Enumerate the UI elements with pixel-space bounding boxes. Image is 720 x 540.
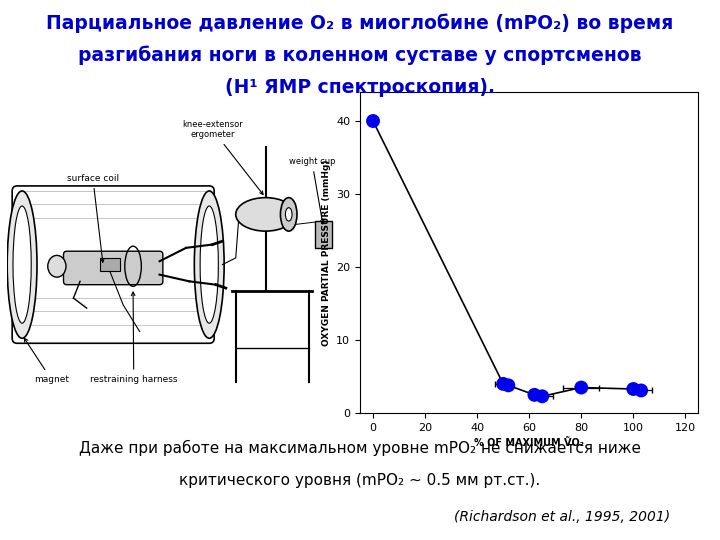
Text: (H¹ ЯМР спектроскопия).: (H¹ ЯМР спектроскопия). [225, 78, 495, 97]
Text: критического уровня (mPO₂ ~ 0.5 мм рт.ст.).: критического уровня (mPO₂ ~ 0.5 мм рт.ст… [179, 472, 541, 488]
Text: (Richardson et al., 1995, 2001): (Richardson et al., 1995, 2001) [454, 510, 670, 524]
FancyBboxPatch shape [12, 186, 215, 343]
Ellipse shape [235, 198, 295, 231]
Text: surface coil: surface coil [67, 174, 119, 262]
Point [635, 386, 647, 395]
Text: Парциальное давление O₂ в миоглобине (mPO₂) во время: Парциальное давление O₂ в миоглобине (mP… [46, 14, 674, 33]
Ellipse shape [200, 206, 218, 323]
Ellipse shape [48, 255, 66, 277]
Point [628, 384, 639, 393]
Text: magnet: magnet [24, 338, 68, 384]
Bar [315, 221, 332, 248]
Bar [100, 258, 120, 271]
Ellipse shape [194, 191, 224, 338]
Ellipse shape [281, 198, 297, 231]
Point [503, 381, 514, 390]
Text: weight cup: weight cup [289, 157, 336, 224]
Point [528, 390, 540, 399]
Text: Даже при работе на максимальном уровне mPO₂ не снижается ниже: Даже при работе на максимальном уровне m… [79, 440, 641, 456]
Text: разгибания ноги в коленном суставе у спортсменов: разгибания ноги в коленном суставе у спо… [78, 46, 642, 65]
Ellipse shape [13, 206, 31, 323]
Point [498, 380, 509, 388]
Point [575, 383, 587, 392]
FancyBboxPatch shape [63, 251, 163, 285]
Y-axis label: OXYGEN PARTIAL PRESSURE (mmHg): OXYGEN PARTIAL PRESSURE (mmHg) [322, 159, 330, 346]
Text: knee-extensor
ergometer: knee-extensor ergometer [182, 120, 263, 194]
X-axis label: % OF MAXIMUM ṼO₂: % OF MAXIMUM ṼO₂ [474, 438, 584, 448]
Point [367, 117, 379, 125]
Ellipse shape [7, 191, 37, 338]
Text: restraining harness: restraining harness [90, 292, 178, 384]
Point [536, 392, 548, 401]
Ellipse shape [285, 208, 292, 221]
